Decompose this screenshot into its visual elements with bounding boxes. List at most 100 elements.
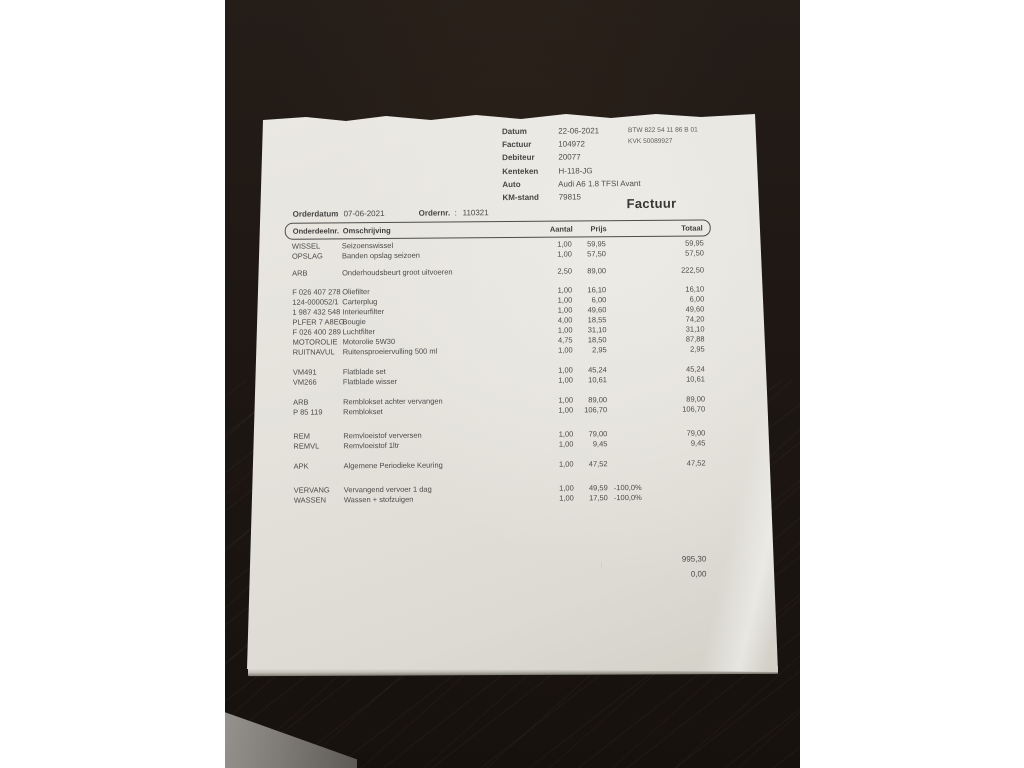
row-code: 1 987 432 548 [292,307,341,317]
row-price: 47,52 [588,459,608,469]
row-total: 57,50 [685,248,704,258]
row-discount [606,315,652,325]
column-aantal: Aantal [549,224,573,234]
meta-field-row: Auto Audi A6 1.8 TFSI Avant [502,177,640,191]
row-discount [606,285,652,295]
row-quantity: 4,00 [557,315,573,325]
row-code: P 85 119 [293,407,323,417]
row-quantity: 1,00 [557,325,573,335]
row-discount [608,459,654,469]
row-total: 74,20 [685,314,705,324]
row-price: 89,00 [588,395,608,405]
row-price: 6,00 [591,295,607,305]
row-quantity: 1,00 [558,365,573,375]
row-total: 9,45 [690,438,706,448]
order-date-label: Orderdatum [292,209,339,219]
line-items: WISSEL Seizoenswissel 1,00 59,95 59,95 O… [292,238,706,505]
table-row: WASSEN Wassen + stofzuigen 1,00 17,50 -1… [294,492,706,505]
order-number-value: 110321 [462,208,489,218]
meta-field-label: Factuur [502,140,532,150]
meta-field-value: 104972 [558,139,586,149]
row-price: 17,50 [589,493,608,503]
invoice-meta-block: Datum 22-06-2021 Factuur 104972 Debiteur… [502,124,641,204]
row-description: Remvloeistof 1ltr [343,440,400,451]
row-code: WISSEL [291,241,321,251]
meta-field-row: Debiteur 20077 [502,150,640,164]
row-price: 89,00 [587,266,607,276]
invoice-photo: Datum 22-06-2021 Factuur 104972 Debiteur… [225,0,800,768]
row-price: 57,50 [587,249,606,259]
row-code: MOTOROLIE [292,337,338,347]
meta-field-value: 20077 [558,152,581,163]
row-code: REMVL [293,441,320,451]
row-code: VERVANG [293,485,330,495]
table-row: OPSLAG Banden opslag seizoen 1,00 57,50 … [292,248,704,261]
table-row: ARB Onderhoudsbeurt groot uitvoeren 2,50… [292,265,704,278]
row-total [654,482,706,492]
row-quantity: 1,00 [557,295,573,305]
meta-field-label: KM-stand [502,192,539,203]
row-quantity: 1,00 [557,249,572,259]
row-total: 16,10 [685,284,705,294]
invoice-title: Factuur [626,195,677,212]
row-discount [606,295,652,305]
btw-number: BTW 822 54 11 86 B 01 [627,126,698,135]
row-price: 79,00 [588,429,608,439]
row-quantity: 1,00 [558,395,574,405]
order-number-label: Ordernr. [418,208,451,218]
meta-field-row: Datum 22-06-2021 [502,124,640,138]
meta-field-label: Datum [501,126,527,137]
row-description: Ruitensproeiervulling 500 ml [342,346,438,357]
column-totaal: Totaal [681,223,703,233]
row-code: PLFER 7 A8EG [292,317,345,327]
table-row: VM266 Flatblade wisser 1,00 10,61 10,61 [293,374,705,387]
row-description: Algemene Periodieke Keuring [343,460,443,471]
row-quantity: 2,50 [557,266,573,276]
row-price: 16,10 [587,285,607,295]
row-quantity: 1,00 [558,439,574,449]
row-code: VM266 [292,377,317,387]
meta-field-value: Audi A6 1.8 TFSI Avant [558,178,641,189]
row-discount [607,375,653,385]
row-code: REM [293,431,311,441]
row-description: Wassen + stofzuigen [343,494,414,505]
invoice-content: Datum 22-06-2021 Factuur 104972 Debiteur… [247,114,778,672]
row-price: 2,95 [592,345,607,355]
row-total: 10,61 [686,374,705,384]
total-value: 0,00 [690,569,707,579]
row-discount [606,325,652,335]
meta-field-label: Debiteur [502,153,535,163]
row-price: 31,10 [587,325,607,335]
row-total: 2,95 [690,344,705,354]
row-price: 45,24 [588,365,607,375]
row-code: OPSLAG [291,251,323,261]
totals-block: 995,30 0,00 [606,551,707,582]
meta-field-row: Kenteken H-118-JG [502,164,640,178]
row-price: 59,95 [587,239,606,249]
row-total: 87,88 [685,334,705,344]
row-price: 9,45 [592,439,608,449]
row-description: Onderhoudsbeurt groot uitvoeren [342,267,453,278]
row-code: VM491 [292,367,317,377]
row-total: 47,52 [686,458,706,468]
row-code: APK [293,461,309,471]
row-discount: -100,0% [613,492,642,503]
column-onderdeelnr: Onderdeelnr. [292,226,340,236]
row-total: 106,70 [682,404,706,414]
meta-field-value: 79815 [558,192,581,202]
row-quantity: 1,00 [559,483,574,493]
row-total: 6,00 [689,294,705,304]
row-discount: -100,0% [613,482,642,493]
totals-colon: : [600,562,603,570]
row-price: 49,60 [587,305,607,315]
row-code: ARB [293,397,309,407]
row-quantity: 1,00 [558,459,574,469]
row-discount [607,345,653,355]
invoice-paper: Datum 22-06-2021 Factuur 104972 Debiteur… [247,114,778,672]
column-omschrijving: Omschrijving [342,225,391,236]
row-total: 79,00 [686,428,706,438]
row-price: 49,59 [588,483,608,493]
row-description: Remblokset [343,407,383,417]
order-date-value: 07-06-2021 [343,208,385,219]
